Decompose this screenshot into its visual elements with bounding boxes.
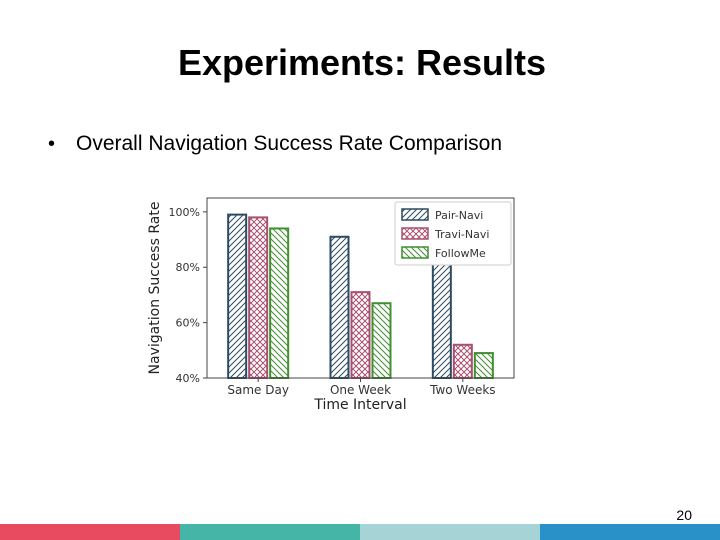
footer-segment-light-teal [360,524,540,540]
bullet-item: • Overall Navigation Success Rate Compar… [48,132,502,156]
bullet-text: Overall Navigation Success Rate Comparis… [76,132,503,155]
bar-pair-navi-2 [431,255,452,379]
y-axis-label: Navigation Success Rate [147,202,163,375]
slide-title: Experiments: Results [177,42,547,83]
legend-swatch [401,246,429,259]
chart-bars [227,213,494,380]
y-tick-label: 80% [176,261,200,274]
legend-label: Travi-Navi [434,228,489,241]
bullet-icon: • [48,132,56,155]
legend-label: Pair-Navi [435,209,483,222]
footer-color-bar [0,524,720,540]
legend-swatch [401,227,429,240]
bar-followme-1 [371,302,392,379]
x-tick-label: Two Weeks [429,383,495,397]
chart-svg: 40% 60% 80% 100% Same Day One Week Two Weeks P… [147,197,515,413]
x-tick-label: One Week [330,383,391,397]
bar-pair-navi-0 [227,213,248,379]
bar-pair-navi-1 [329,235,350,380]
bar-followme-2 [473,352,494,379]
page-number: 20 [676,507,692,523]
y-tick-label: 100% [169,206,200,219]
x-tick-label: Same Day [227,383,289,397]
bar-travi-navi-0 [248,216,269,380]
chart-axes: 40% 60% 80% 100% Same Day One Week Two Weeks [169,206,496,397]
x-axis-label: Time Interval [313,397,406,413]
footer-segment-blue [540,524,720,540]
bar-followme-0 [269,227,290,380]
footer-segment-red [0,524,180,540]
legend-swatch [401,208,429,221]
bar-travi-navi-2 [452,343,473,379]
bar-travi-navi-1 [350,291,371,379]
y-tick-label: 40% [176,372,200,385]
footer-segment-teal [180,524,360,540]
success-rate-chart: 40% 60% 80% 100% Same Day One Week Two Weeks P… [140,186,530,416]
y-tick-label: 60% [176,317,200,330]
legend-label: FollowMe [435,247,486,260]
chart-legend: Pair-Navi Travi-Navi FollowMe [394,201,512,266]
